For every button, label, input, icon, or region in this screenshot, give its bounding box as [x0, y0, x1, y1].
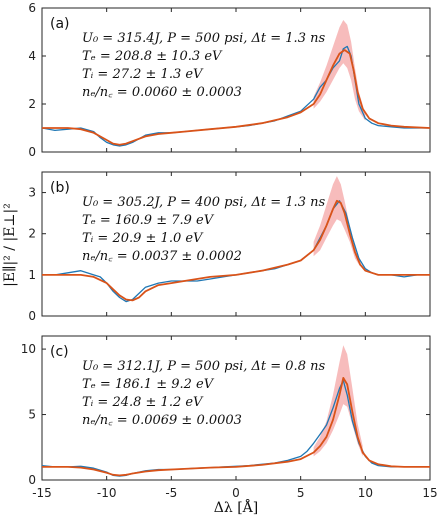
annotation-line: Tᵢ = 27.2 ± 1.3 eV: [82, 67, 204, 82]
x-tick-label: 5: [297, 486, 305, 500]
y-tick-label: 2: [28, 227, 36, 241]
x-tick-label: 0: [232, 486, 240, 500]
error-band: [313, 20, 366, 121]
series-line-fit: [42, 377, 430, 477]
y-tick-label: 5: [28, 408, 36, 422]
panel-2: 0 1 2 3 (b) U₀ = 305.2J, P = 400 psi, Δt = 1.…: [28, 171, 431, 323]
y-tick-label: 10: [21, 342, 36, 356]
annotation-line: Tₑ = 208.8 ± 10.3 eV: [82, 49, 223, 64]
annotation-line: Tᵢ = 24.8 ± 1.2 eV: [82, 395, 204, 410]
x-tick-label: -5: [165, 486, 177, 500]
panel-label: (a): [50, 16, 70, 32]
annotation-line: U₀ = 305.2J, P = 400 psi, Δt = 1.3 ns: [82, 195, 325, 210]
y-tick-label: 0: [28, 473, 36, 487]
x-tick-label: -15: [32, 486, 52, 500]
y-axis-title: |E∥|² / |E⊥|²: [2, 203, 18, 287]
y-tick-label: 4: [28, 49, 36, 63]
x-tick-label: 10: [358, 486, 373, 500]
error-band: [313, 176, 361, 267]
y-tick-label: 1: [28, 268, 36, 282]
series-line-fit: [42, 49, 430, 146]
annotation-line: U₀ = 315.4J, P = 500 psi, Δt = 1.3 ns: [82, 31, 325, 46]
series-line-fit: [42, 199, 430, 302]
y-tick-label: 2: [28, 97, 36, 111]
annotation-line: nₑ/n꜀ = 0.0037 ± 0.0002: [82, 249, 242, 264]
x-tick-label: 15: [422, 486, 437, 500]
annotation-line: U₀ = 312.1J, P = 500 psi, Δt = 0.8 ns: [82, 359, 325, 374]
x-tick-label: -10: [97, 486, 117, 500]
y-tick-label: 0: [28, 145, 36, 159]
y-tick-label: 6: [28, 1, 36, 15]
panel-1: 0 2 4 6 (a) U₀ = 315.4J, P = 500 psi, Δt = 1.…: [28, 1, 431, 159]
panel-3: 0 5 10 (c) U₀ = 312.1J, P = 500 psi, Δt = 0.…: [21, 335, 438, 516]
annotation-line: Tₑ = 160.9 ± 7.9 eV: [82, 213, 215, 228]
panel-label: (b): [50, 180, 70, 196]
annotation-line: Tᵢ = 20.9 ± 1.0 eV: [82, 231, 204, 246]
annotation-line: nₑ/n꜀ = 0.0060 ± 0.0003: [82, 85, 242, 100]
y-tick-label: 0: [28, 309, 36, 323]
x-axis-title: Δλ [Å]: [214, 498, 258, 516]
annotation-line: Tₑ = 186.1 ± 9.2 eV: [82, 377, 215, 392]
panel-label: (c): [50, 344, 69, 360]
annotation-line: nₑ/n꜀ = 0.0069 ± 0.0003: [82, 413, 242, 428]
y-tick-label: 3: [28, 186, 36, 200]
